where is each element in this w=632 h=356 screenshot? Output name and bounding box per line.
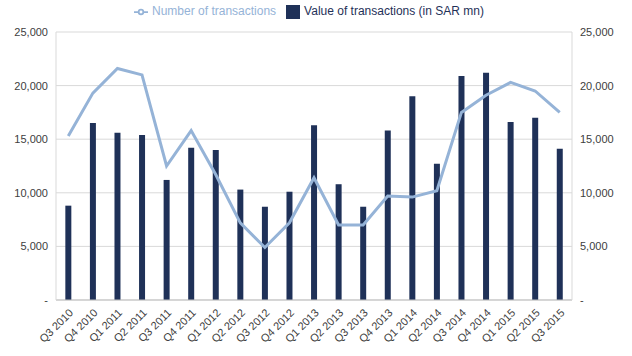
svg-text:Q2 2014: Q2 2014 — [405, 306, 444, 345]
svg-text:Q4 2014: Q4 2014 — [454, 306, 493, 345]
svg-text:10,000: 10,000 — [14, 187, 48, 199]
svg-text:Q2 2012: Q2 2012 — [208, 306, 248, 345]
svg-text:Q1 2015: Q1 2015 — [479, 306, 518, 345]
svg-text:20,000: 20,000 — [580, 80, 614, 92]
svg-text:Q4 2010: Q4 2010 — [61, 306, 100, 345]
svg-text:Q3 2010: Q3 2010 — [36, 306, 76, 345]
svg-text:15,000: 15,000 — [14, 133, 48, 145]
svg-text:Q3 2012: Q3 2012 — [233, 306, 272, 345]
html-text:Number of transactions: Number of transactions — [152, 4, 277, 18]
svg-text:15,000: 15,000 — [580, 133, 614, 145]
html-text:Value of transactions (in SAR: Value of transactions (in SAR mn) — [304, 4, 484, 18]
svg-text:Q4 2013: Q4 2013 — [356, 306, 395, 345]
svg-text:Q2 2013: Q2 2013 — [307, 306, 346, 345]
svg-text:5,000: 5,000 — [580, 240, 608, 252]
svg-text:Q2 2015: Q2 2015 — [503, 306, 543, 345]
svg-text:Q4 2012: Q4 2012 — [258, 306, 297, 345]
svg-text:Q1 2012: Q1 2012 — [184, 306, 223, 345]
svg-text:25,000: 25,000 — [14, 26, 48, 38]
svg-text:-: - — [44, 294, 48, 306]
svg-text:-: - — [580, 294, 584, 306]
svg-text:5,000: 5,000 — [20, 240, 48, 252]
svg-text:Q4 2011: Q4 2011 — [160, 306, 199, 345]
svg-text:Q3 2015: Q3 2015 — [528, 306, 566, 344]
svg-text:Q3 2011: Q3 2011 — [135, 306, 174, 345]
svg-text:10,000: 10,000 — [580, 187, 614, 199]
svg-text:Q1 2011: Q1 2011 — [86, 306, 125, 345]
svg-text:Q3 2014: Q3 2014 — [430, 306, 469, 345]
svg-text:Q1 2014: Q1 2014 — [380, 306, 420, 345]
svg-text:25,000: 25,000 — [580, 26, 614, 38]
svg-text:20,000: 20,000 — [14, 80, 48, 92]
svg-text:Q3 2013: Q3 2013 — [331, 306, 371, 345]
svg-text:Q2 2011: Q2 2011 — [111, 306, 149, 345]
svg-text:Q1 2013: Q1 2013 — [282, 306, 321, 345]
